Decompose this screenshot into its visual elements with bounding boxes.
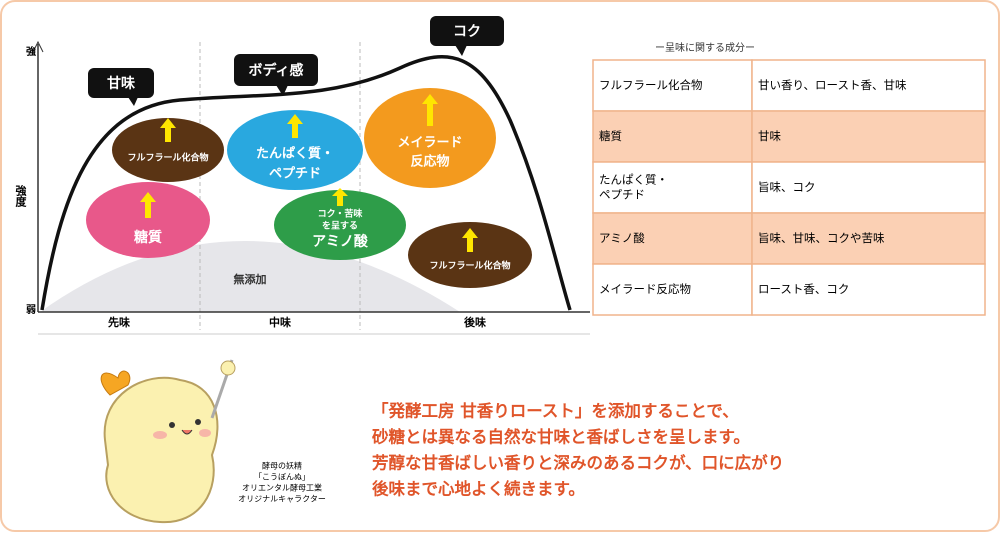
callout-tail <box>128 97 138 106</box>
component-ellipse <box>274 190 406 260</box>
component-label: たんぱく質・ <box>256 146 334 162</box>
component-ellipse <box>86 182 210 258</box>
arrows <box>140 94 478 252</box>
y-arrow <box>32 40 44 53</box>
table-text: たんぱく質・ <box>599 173 668 187</box>
character <box>100 359 236 524</box>
component-ellipse <box>112 118 224 182</box>
table-cell <box>751 212 986 265</box>
table-text: 甘味 <box>758 129 781 143</box>
table-text: 旨味、コク <box>758 180 816 194</box>
x-label: 後味 <box>464 315 486 329</box>
table-cell <box>592 161 753 214</box>
callout-text: コク <box>453 24 481 40</box>
component-label: ペプチド <box>269 167 321 182</box>
table-cell <box>751 263 986 316</box>
callout <box>88 68 154 98</box>
baseline-area <box>40 241 460 312</box>
component-label: 反応物 <box>410 154 449 170</box>
y-label: 強度 <box>14 184 27 208</box>
table-text: 旨味、甘味、コクや苦味 <box>758 231 885 245</box>
table-cell <box>592 263 753 316</box>
callout-text: 甘味 <box>107 75 135 92</box>
callout-tail <box>276 85 288 96</box>
message-line: 砂糖とは異なる自然な甘味と香ばしさを呈します。 <box>372 427 750 447</box>
table-text: 糖質 <box>599 129 622 143</box>
callout-text: ボディ感 <box>248 62 303 79</box>
table-text: アミノ酸 <box>599 231 645 245</box>
caption: 「こうぼんぬ」 <box>254 473 310 482</box>
table-cell <box>751 161 986 214</box>
component-label: アミノ酸 <box>312 233 369 250</box>
component-ellipse <box>364 88 496 188</box>
table-title: ー呈味に関する成分ー <box>655 42 755 54</box>
x-label: 先味 <box>108 315 130 329</box>
component-label: メイラード <box>397 136 462 151</box>
y-bottom: 弱 <box>26 304 36 316</box>
caption: オリジナルキャラクター <box>238 495 326 504</box>
callout-tail <box>455 45 467 56</box>
table-cell <box>592 212 753 265</box>
table-text: 甘い香り、ロースト香、甘味 <box>758 78 907 92</box>
chart: 強 弱 強度 先味 中味 後味 無添加 甘味 ボディ感 コク フルフラール化合物… <box>14 16 590 335</box>
component-label: コク・苦味 <box>318 208 363 220</box>
callout <box>430 16 504 46</box>
component-ellipse <box>227 110 363 190</box>
table-text: ペプチド <box>599 188 645 202</box>
table-text: ロースト香、コク <box>758 282 849 296</box>
component-label: フルフラール化合物 <box>429 260 510 272</box>
component-ellipse <box>408 222 532 288</box>
component-label: を呈する <box>322 221 358 232</box>
callout <box>234 54 318 86</box>
message-line: 「発酵工房 甘香りロースト」を添加することで、 <box>372 401 739 421</box>
table-text: メイラード反応物 <box>599 282 691 296</box>
y-top: 強 <box>26 45 36 58</box>
caption: 酵母の妖精 <box>262 461 302 471</box>
message-line: 後味まで心地よく続きます。 <box>372 479 585 499</box>
x-label: 中味 <box>269 315 291 329</box>
caption: オリエンタル酵母工業 <box>242 483 322 493</box>
component-label: 糖質 <box>134 229 162 246</box>
component-label: フルフラール化合物 <box>127 152 208 164</box>
table-text: フルフラール化合物 <box>599 78 703 92</box>
table-cell <box>751 110 986 163</box>
taste-curve <box>40 55 572 311</box>
message: 「発酵工房 甘香りロースト」を添加することで、 砂糖とは異なる自然な甘味と香ばし… <box>372 401 784 499</box>
baseline-label: 無添加 <box>234 272 267 286</box>
message-line: 芳醇な甘香ばしい香りと深みのあるコクが、口に広がり <box>372 453 784 473</box>
